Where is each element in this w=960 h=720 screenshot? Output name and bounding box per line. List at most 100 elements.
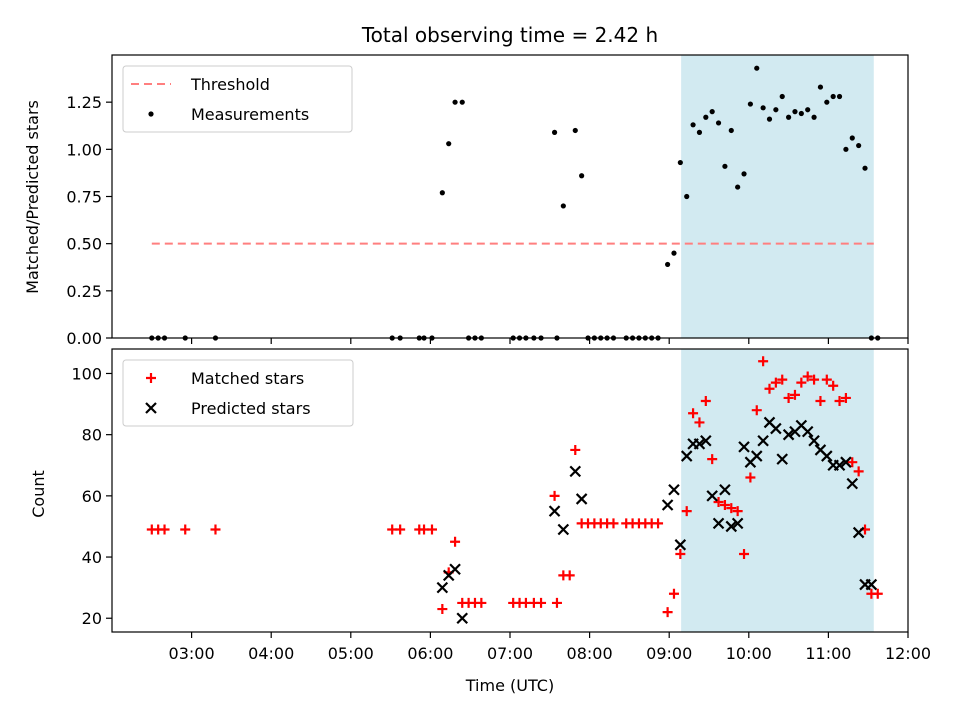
measurement-point — [446, 141, 452, 147]
measurement-point — [579, 173, 585, 179]
predicted-star-point — [436, 581, 449, 594]
measurement-point — [735, 184, 741, 190]
measurement-point — [836, 93, 843, 100]
measurement-point — [572, 127, 578, 134]
measurement-point — [843, 146, 849, 152]
measurement-point — [439, 190, 445, 196]
predicted-star-point — [808, 435, 820, 447]
matched-star-point — [700, 396, 711, 407]
measurement-point — [773, 107, 779, 113]
y-tick-label: 60 — [82, 487, 102, 506]
matched-star-point — [675, 548, 686, 559]
matched-star-point — [681, 506, 692, 517]
matched-star-point — [821, 374, 832, 385]
top-y-axis-label: Matched/Predicted stars — [23, 100, 42, 294]
matched-star-point — [872, 588, 883, 599]
matched-star-point — [745, 472, 756, 483]
legend-matched-swatch — [146, 373, 156, 383]
matched-star-point — [732, 506, 743, 517]
x-tick-label: 03:00 — [169, 644, 215, 663]
matched-star-point — [688, 408, 699, 419]
measurement-point — [817, 84, 824, 90]
measurement-point — [798, 110, 804, 117]
matched-star-point — [662, 607, 673, 618]
series-predicted-stars — [436, 416, 878, 625]
predicted-star-point — [668, 483, 680, 496]
chart-title: Total observing time = 2.42 h — [361, 23, 658, 47]
predicted-star-point — [833, 459, 846, 472]
measurement-point — [671, 250, 677, 256]
legend-label: Threshold — [190, 75, 270, 94]
matched-star-point — [840, 392, 851, 403]
predicted-star-point — [782, 428, 795, 441]
predicted-star-point — [719, 483, 731, 496]
predicted-star-point — [821, 450, 833, 462]
predicted-star-point — [712, 517, 725, 530]
shaded-region — [681, 349, 874, 632]
predicted-star-point — [738, 441, 750, 453]
y-tick-label: 0.00 — [66, 329, 102, 348]
legend: Matched stars Predicted stars — [122, 359, 354, 427]
predicted-star-point — [770, 422, 782, 435]
matched-star-point — [707, 454, 718, 465]
measurement-point — [786, 114, 792, 120]
matched-star-point — [653, 518, 664, 529]
measurement-point — [792, 109, 798, 115]
top-panel: 0.00 0.25 0.50 0.75 1.00 1.25 Threshold Measure… — [66, 54, 909, 348]
measurement-point — [551, 129, 558, 135]
predicted-star-point — [575, 493, 588, 505]
x-tick-label: 11:00 — [805, 644, 851, 663]
legend-predicted-swatch — [145, 402, 157, 414]
matched-star-point — [853, 466, 864, 477]
legend-label: Measurements — [191, 105, 309, 124]
measurement-point — [696, 129, 703, 135]
predicted-star-point — [674, 539, 687, 551]
matched-star-point — [802, 371, 813, 382]
predicted-star-point — [700, 435, 712, 447]
y-tick-label: 80 — [82, 426, 102, 445]
measurement-point — [665, 261, 671, 268]
matched-star-point — [770, 377, 781, 388]
measurement-point — [728, 127, 734, 134]
predicted-star-point — [852, 526, 865, 539]
measurement-point — [856, 142, 862, 149]
legend-label: Matched stars — [191, 369, 304, 388]
measurement-point — [760, 105, 766, 111]
matched-star-point — [726, 503, 737, 514]
measurement-point — [722, 163, 728, 169]
x-tick-label: 05:00 — [328, 644, 374, 663]
predicted-star-point — [840, 456, 852, 468]
shaded-region — [681, 55, 874, 338]
predicted-star-point — [661, 499, 674, 511]
matched-star-point — [758, 356, 769, 367]
y-tick-label: 0.50 — [66, 235, 102, 254]
predicted-star-point — [569, 465, 582, 478]
predicted-star-point — [456, 612, 469, 625]
predicted-star-point — [706, 490, 718, 502]
legend-box — [122, 65, 353, 133]
matched-star-point — [159, 524, 170, 535]
predicted-star-point — [801, 425, 814, 438]
predicted-star-point — [557, 523, 570, 536]
measurement-point — [849, 135, 855, 141]
x-tick-label: 08:00 — [567, 644, 613, 663]
series-matched-stars — [146, 356, 883, 618]
matched-star-point — [713, 496, 724, 507]
measurement-point — [811, 114, 817, 120]
matched-star-point — [834, 396, 845, 407]
matched-star-point — [815, 396, 826, 407]
legend-box — [122, 359, 354, 427]
y-tick-label: 1.25 — [66, 93, 102, 112]
measurement-point — [747, 101, 753, 107]
matched-star-point — [809, 374, 820, 385]
measurement-point — [677, 159, 683, 166]
matched-star-point — [739, 548, 750, 559]
matched-star-point — [608, 518, 619, 529]
matched-star-point — [796, 377, 807, 388]
y-tick-label: 100 — [71, 364, 102, 383]
x-tick-label: 04:00 — [248, 644, 294, 663]
predicted-star-point — [449, 563, 461, 576]
measurement-point — [709, 109, 715, 115]
x-tick-label: 10:00 — [726, 644, 772, 663]
